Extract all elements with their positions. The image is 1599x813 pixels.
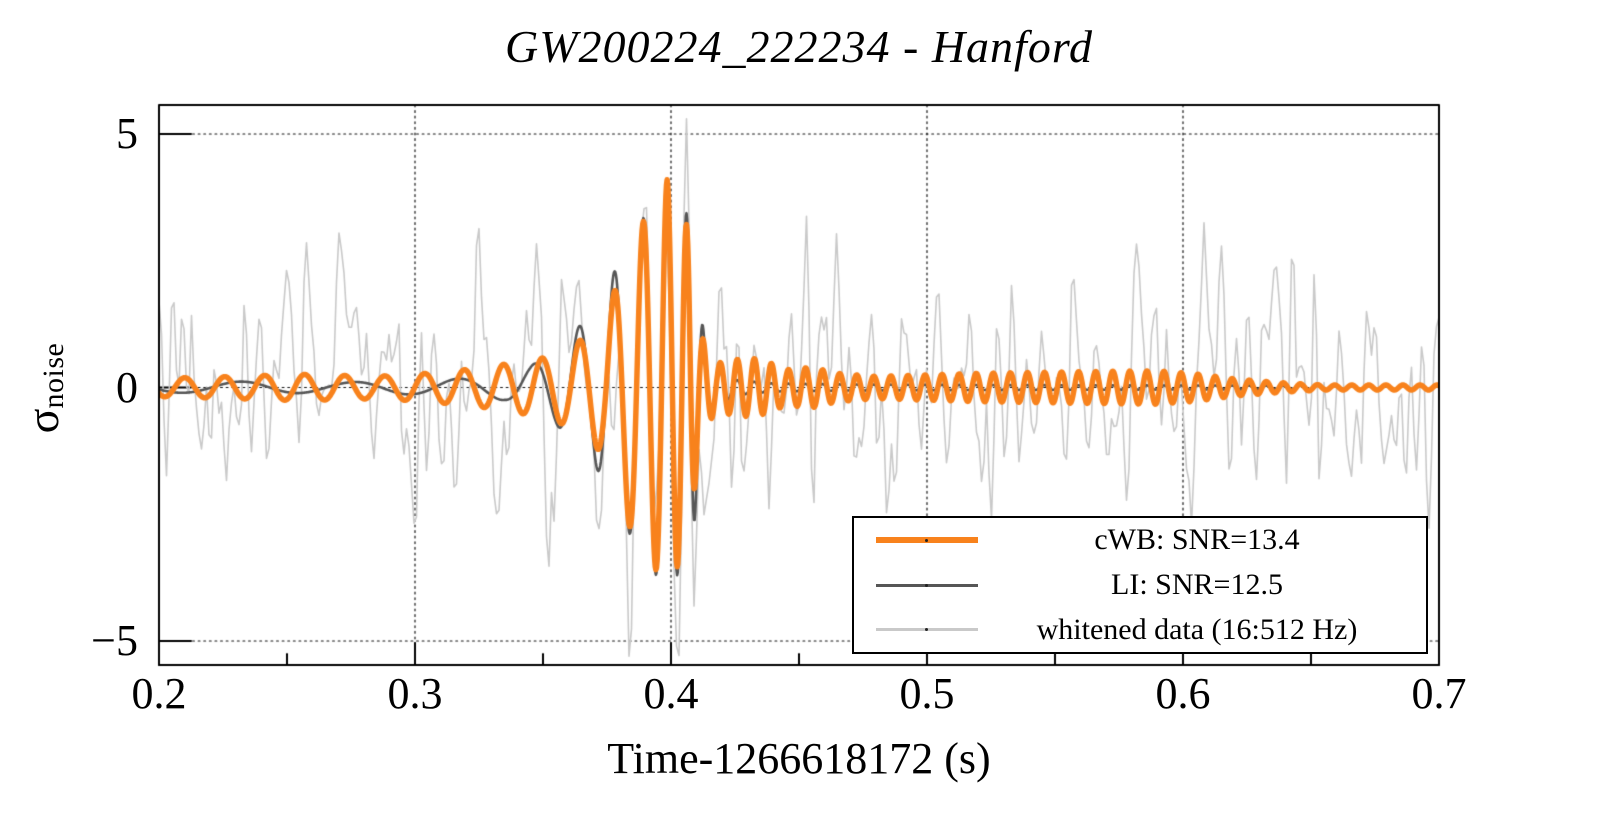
- legend-point-marker: [925, 583, 928, 587]
- legend-label: whitened data (16:512 Hz): [1036, 612, 1358, 646]
- x-axis-label: Time-1266618172 (s): [607, 734, 991, 783]
- legend-line-sample: [854, 583, 978, 587]
- x-tick-label: 0.6: [1155, 669, 1211, 718]
- legend: cWB: SNR=13.4 LI: SNR=12.5 whitened data (…: [852, 516, 1428, 654]
- y-axis-label-sigma: σ: [16, 408, 68, 434]
- legend-point-marker: [925, 538, 928, 542]
- y-tick-label: −5: [91, 616, 138, 665]
- x-tick-label: 0.4: [643, 669, 699, 718]
- legend-row: LI: SNR=12.5: [854, 563, 1426, 608]
- x-tick-label: 0.2: [131, 669, 187, 718]
- legend-row: whitened data (16:512 Hz): [854, 607, 1426, 652]
- legend-line-sample: [854, 537, 978, 544]
- x-tick-label: 0.3: [387, 669, 443, 718]
- y-tick-label: 0: [116, 362, 138, 412]
- chart-title: GW200224_222234 - Hanford: [504, 21, 1094, 72]
- y-tick-label: 5: [116, 109, 138, 158]
- x-tick-label: 0.7: [1411, 669, 1467, 718]
- legend-line-sample: [854, 628, 978, 632]
- legend-row: cWB: SNR=13.4: [854, 518, 1426, 563]
- legend-label: LI: SNR=12.5: [1111, 568, 1283, 601]
- legend-point-marker: [925, 628, 928, 632]
- legend-label: cWB: SNR=13.4: [1094, 523, 1300, 557]
- x-tick-label: 0.5: [899, 669, 955, 718]
